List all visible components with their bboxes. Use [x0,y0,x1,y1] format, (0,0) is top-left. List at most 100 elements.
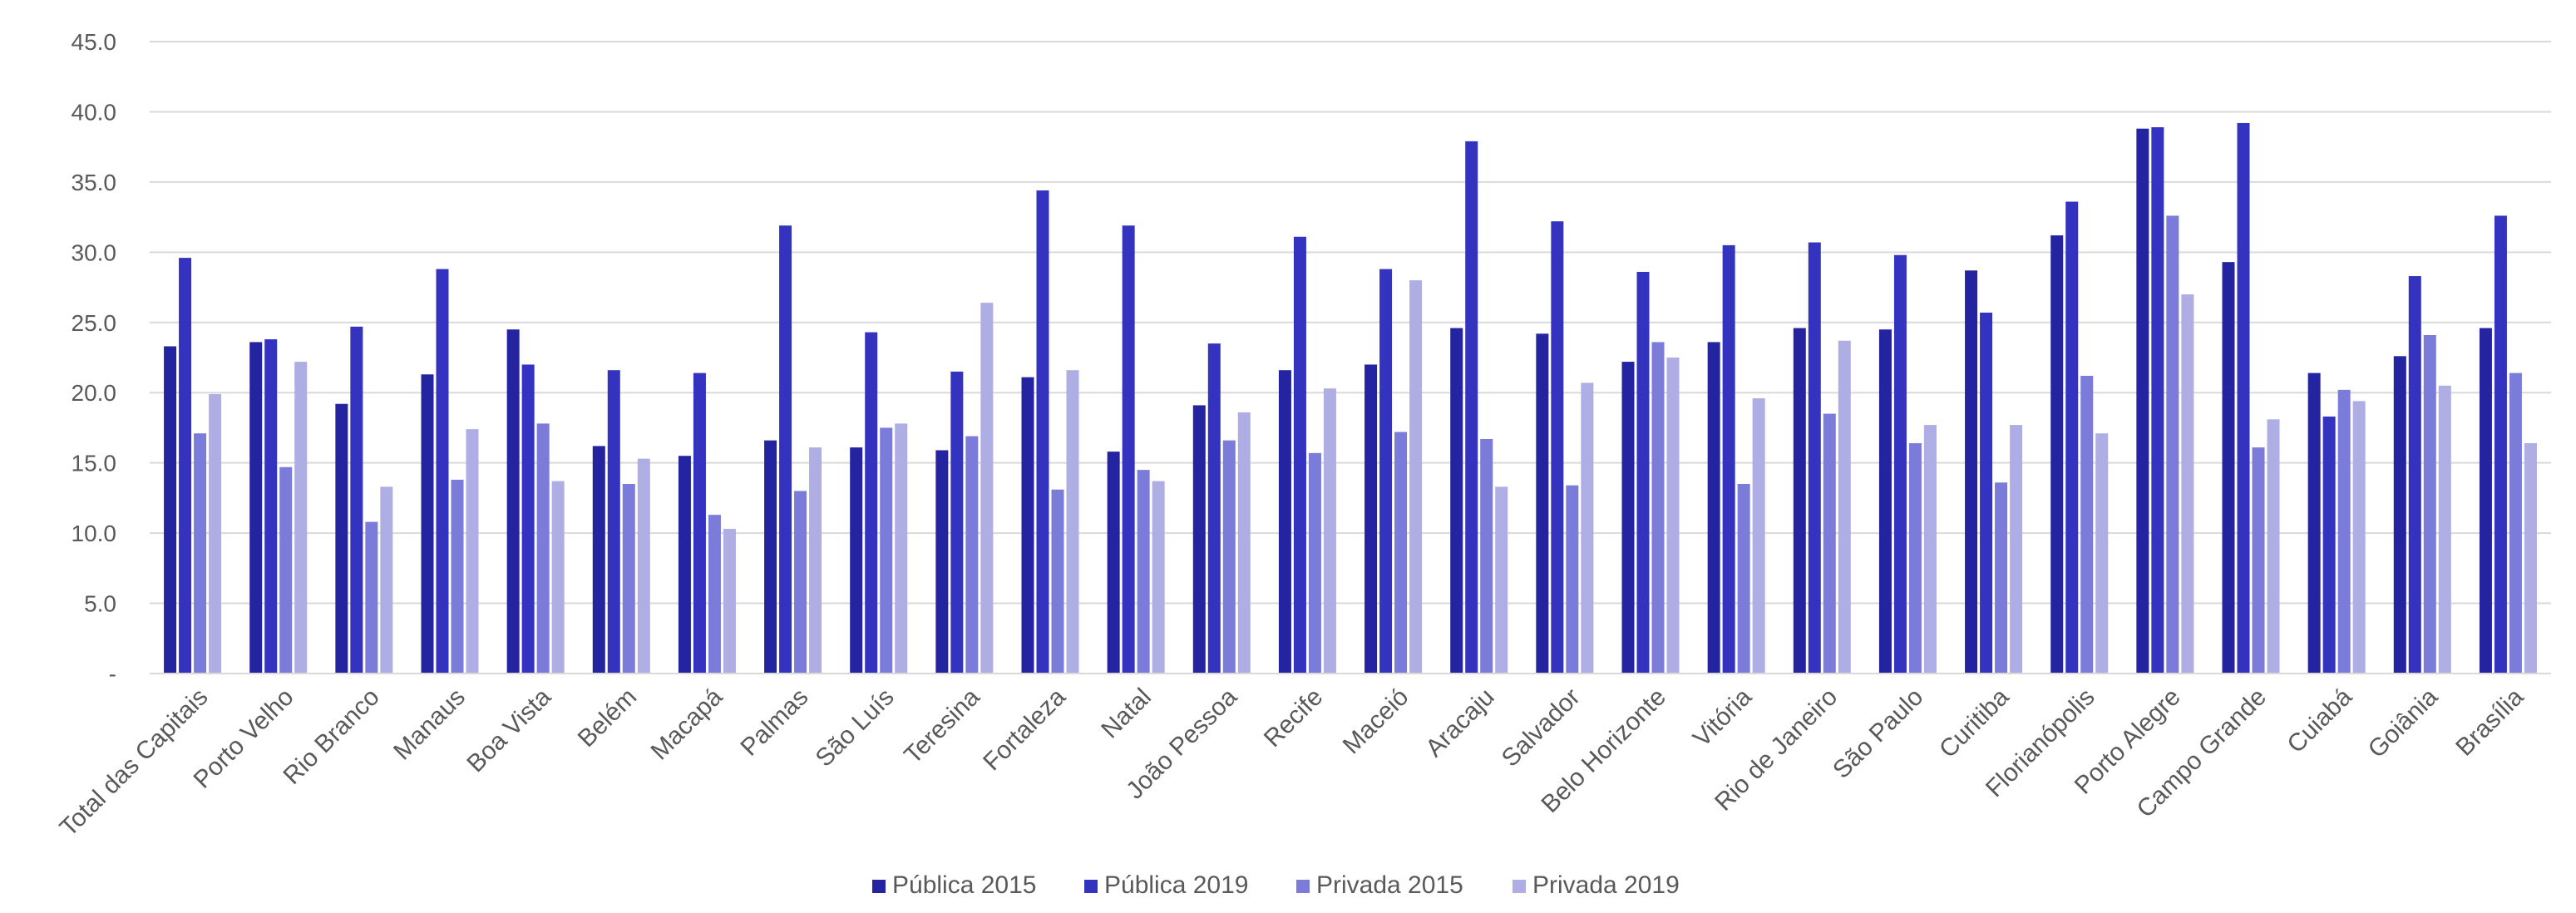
bar [2423,334,2436,674]
bar [779,225,792,674]
legend-item[interactable]: Privada 2015 [1296,871,1463,899]
legend-swatch [872,880,886,893]
bar [1480,438,1493,674]
bar [1581,382,1594,674]
bar [592,446,605,674]
bar [1308,452,1321,674]
bar [1722,244,1735,674]
bar [1379,269,1393,674]
bar [466,429,479,674]
bar [1409,280,1423,674]
bar [1965,270,1978,674]
x-tick-label: Curitiba [1934,683,2015,763]
legend-swatch [1084,880,1098,893]
y-tick-label: - [109,661,116,687]
bar [2438,385,2451,674]
bar [1323,388,1336,674]
bar [2494,215,2507,674]
bar [1192,405,1206,674]
x-tick-label: Total das Capitais [55,684,214,842]
bar [809,447,822,674]
legend-item[interactable]: Pública 2019 [1084,871,1248,899]
bar [1237,412,1251,674]
bar [164,346,177,674]
bar [1551,221,1564,674]
x-tick-label: Macapá [646,683,728,765]
bar [2322,416,2336,674]
bar [506,329,520,674]
bar [622,484,635,674]
bar [1893,254,1907,674]
bar [1364,364,1378,674]
bar [2181,294,2194,674]
legend[interactable]: Pública 2015 Pública 2019 Privada 2015 Priv… [872,871,1680,899]
legend-swatch [1296,880,1310,893]
bar [335,403,348,674]
bar [1450,328,1463,674]
bar [607,370,620,674]
bar [264,339,278,674]
y-tick-label: 45.0 [72,29,117,55]
bar [1222,440,1236,674]
bar [1207,343,1221,674]
bar [2095,433,2109,674]
bar [2307,373,2321,674]
bar [693,373,706,674]
y-tick-label: 15.0 [72,451,117,476]
bar [1666,358,1680,674]
bar [850,447,863,674]
bar [2252,447,2265,674]
bar [350,326,363,674]
bar [895,423,908,674]
gridlines [150,41,2551,605]
bar [1651,342,1665,674]
bars [164,122,2537,674]
legend-label: Pública 2015 [892,871,1036,899]
x-tick-label: Natal [1096,684,1157,744]
y-tick-label: 40.0 [72,99,117,125]
x-tick-label: Cuiabá [2282,683,2358,758]
bar [935,450,949,674]
legend-label: Pública 2019 [1104,871,1248,899]
bar [2010,425,2023,674]
bar [1021,377,1034,674]
x-tick-label: Salvador [1497,684,1586,772]
bar [708,515,721,674]
x-tick-label: São Luís [811,684,900,772]
bar [1908,443,1922,674]
bar [1980,312,1993,674]
bar [1137,470,1150,674]
bar [1107,452,1120,674]
bar [451,479,464,674]
legend-item[interactable]: Pública 2015 [872,871,1036,899]
bar [2222,262,2235,674]
bar [2166,215,2179,674]
bar [2479,328,2492,674]
y-tick-label: 20.0 [72,380,117,406]
bar [1278,370,1291,674]
bar [2050,235,2064,674]
legend-item[interactable]: Privada 2019 [1513,871,1680,899]
bar [880,427,893,674]
bar [1036,190,1049,674]
bar [2524,443,2537,674]
bar [279,466,293,674]
legend-swatch [1513,880,1526,893]
bar [1465,141,1478,674]
legend-label: Privada 2015 [1316,871,1463,899]
bar [294,362,308,674]
y-tick-label: 35.0 [72,170,117,195]
bar [1636,271,1650,674]
bar [209,393,222,674]
bar [1495,486,1508,674]
bar [2080,375,2094,674]
x-tick-label: Palmas [735,684,813,762]
bar [2237,122,2250,674]
y-tick-label: 10.0 [72,521,117,546]
y-axis-ticks: - 5.0 10.0 15.0 20.0 25.0 30.0 35.0 40.0 45.0 [72,29,117,687]
legend-label: Privada 2019 [1532,871,1680,899]
bar [2151,127,2164,674]
x-tick-label: Manaus [388,684,471,766]
bar [536,423,550,674]
